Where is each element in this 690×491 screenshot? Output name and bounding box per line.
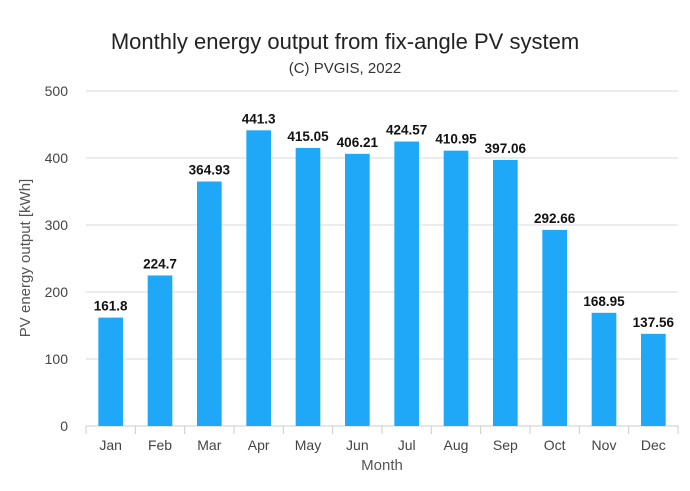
- x-tick-label-oct: Oct: [544, 437, 566, 453]
- data-label-jul: 424.57: [386, 123, 427, 138]
- data-label-mar: 364.93: [189, 162, 231, 177]
- bar-dec: [641, 333, 666, 426]
- data-label-jan: 161.8: [94, 299, 128, 314]
- bar-apr: [246, 130, 271, 427]
- y-axis-ticks: 0 100 200 300 400 500: [45, 83, 69, 434]
- data-label-oct: 292.66: [534, 211, 576, 226]
- y-tick-label: 300: [45, 217, 69, 233]
- data-label-aug: 410.95: [435, 132, 477, 147]
- bars: [98, 130, 666, 427]
- x-tick-label-jun: Jun: [346, 437, 369, 453]
- x-tick-label-nov: Nov: [592, 437, 617, 453]
- bar-jul: [394, 141, 419, 427]
- x-tick-label-mar: Mar: [197, 437, 221, 453]
- x-axis-title: Month: [361, 457, 403, 474]
- x-tick-label-may: May: [295, 437, 321, 453]
- y-tick-label: 100: [45, 351, 69, 367]
- y-tick-label: 200: [45, 284, 69, 300]
- chart-title: Monthly energy output from fix-angle PV …: [111, 29, 579, 54]
- x-tick-label-dec: Dec: [641, 437, 666, 453]
- x-axis-ticks: Jan Feb Mar Apr May Jun Jul Aug Sep Oct Nov Dec: [85, 426, 679, 453]
- x-tick-label-aug: Aug: [444, 437, 469, 453]
- bar-feb: [147, 275, 173, 426]
- bar-may: [295, 147, 321, 426]
- bar-mar: [197, 181, 222, 426]
- data-label-jun: 406.21: [337, 135, 379, 150]
- bar-aug: [443, 150, 469, 426]
- x-tick-label-sep: Sep: [493, 437, 518, 453]
- data-labels: 161.8 224.7 364.93 441.3 415.05 406.21 424.57 4…: [94, 111, 675, 330]
- bar-sep: [493, 159, 518, 427]
- bar-jun: [345, 153, 370, 426]
- x-tick-label-feb: Feb: [148, 437, 172, 453]
- data-label-nov: 168.95: [583, 294, 625, 309]
- chart-subtitle: (C) PVGIS, 2022: [289, 60, 402, 77]
- data-label-may: 415.05: [287, 129, 329, 144]
- bar-jan: [98, 317, 123, 426]
- data-label-feb: 224.7: [143, 256, 177, 271]
- data-label-sep: 397.06: [485, 141, 527, 156]
- y-tick-label: 400: [45, 150, 69, 166]
- data-label-dec: 137.56: [633, 315, 675, 330]
- x-tick-label-jul: Jul: [398, 437, 416, 453]
- y-axis-title: PV energy output [kWh]: [17, 179, 34, 337]
- y-tick-label: 0: [60, 418, 68, 434]
- x-tick-label-apr: Apr: [248, 437, 270, 453]
- bar-oct: [542, 229, 567, 426]
- data-label-apr: 441.3: [242, 111, 276, 126]
- y-tick-label: 500: [45, 83, 69, 99]
- bar-nov: [591, 312, 617, 426]
- x-tick-label-jan: Jan: [99, 437, 122, 453]
